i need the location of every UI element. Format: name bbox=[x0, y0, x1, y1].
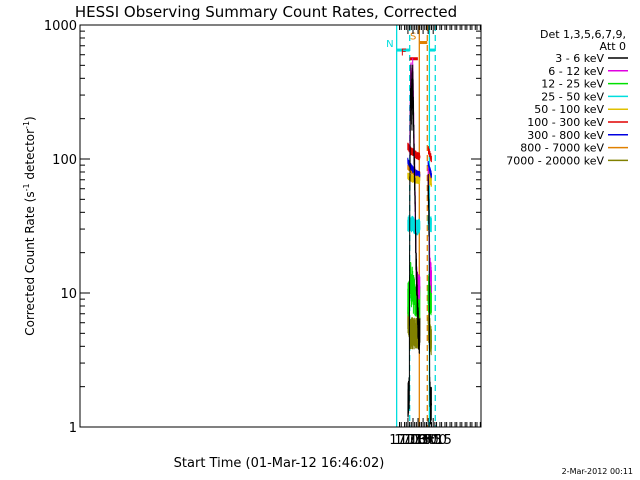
series-lines bbox=[407, 58, 432, 425]
x-tick-label: 18:15 bbox=[414, 433, 451, 448]
legend-entry-label: 6 - 12 keV bbox=[548, 65, 604, 78]
y-axis-label-mid: detector bbox=[23, 129, 37, 184]
y-tick-label: 100 bbox=[52, 153, 77, 168]
x-tick-label: 17:30 bbox=[399, 433, 436, 448]
legend-entry-label: 50 - 100 keV bbox=[534, 103, 604, 116]
y-tick-label: 10 bbox=[60, 287, 77, 302]
x-tick-label: 18:00 bbox=[409, 433, 446, 448]
x-axis-label: Start Time (01-Mar-12 16:46:02) bbox=[174, 456, 385, 471]
series-line bbox=[407, 64, 432, 425]
y-axis-label-main: Corrected Count Rate (s bbox=[23, 191, 37, 335]
flag-label: F bbox=[401, 48, 407, 59]
y-axis-label-end: ) bbox=[23, 116, 37, 121]
legend-entry-label: 100 - 300 keV bbox=[527, 116, 604, 129]
y-axis-label-sup1: -1 bbox=[22, 183, 31, 191]
y-tick-label: 1000 bbox=[44, 19, 77, 34]
flag-label: N bbox=[386, 39, 393, 50]
y-axis-label: Corrected Count Rate (s-1 detector-1) bbox=[22, 116, 37, 335]
legend-entry-label: 800 - 7000 keV bbox=[520, 142, 604, 155]
flag-label: S bbox=[410, 32, 416, 43]
y-tick-label: 1 bbox=[69, 421, 77, 436]
x-tick-label: 17:00 bbox=[389, 433, 426, 448]
legend-header-detectors: Det 1,3,5,6,7,9, bbox=[540, 28, 626, 41]
chart-title: HESSI Observing Summary Count Rates, Cor… bbox=[75, 3, 457, 21]
legend-entry-label: 7000 - 20000 keV bbox=[506, 154, 604, 167]
legend-entry-label: 25 - 50 keV bbox=[541, 90, 604, 103]
flag-bars: NFS bbox=[386, 32, 436, 61]
legend-entry-label: 300 - 800 keV bbox=[527, 129, 604, 142]
y-axis-label-sup2: -1 bbox=[22, 121, 31, 129]
legend-header-attenuator: Att 0 bbox=[600, 40, 626, 53]
x-tick-label: 17:15 bbox=[394, 433, 431, 448]
y-axis-ticks: 1 10 100 1000 bbox=[44, 19, 481, 436]
footer-date: 2-Mar-2012 00:11 bbox=[562, 467, 633, 476]
x-tick-label: 17:45 bbox=[404, 433, 441, 448]
legend-entry-label: 12 - 25 keV bbox=[541, 78, 604, 91]
legend-entry-label: 3 - 6 keV bbox=[555, 52, 604, 65]
plot-frame bbox=[79, 24, 482, 428]
